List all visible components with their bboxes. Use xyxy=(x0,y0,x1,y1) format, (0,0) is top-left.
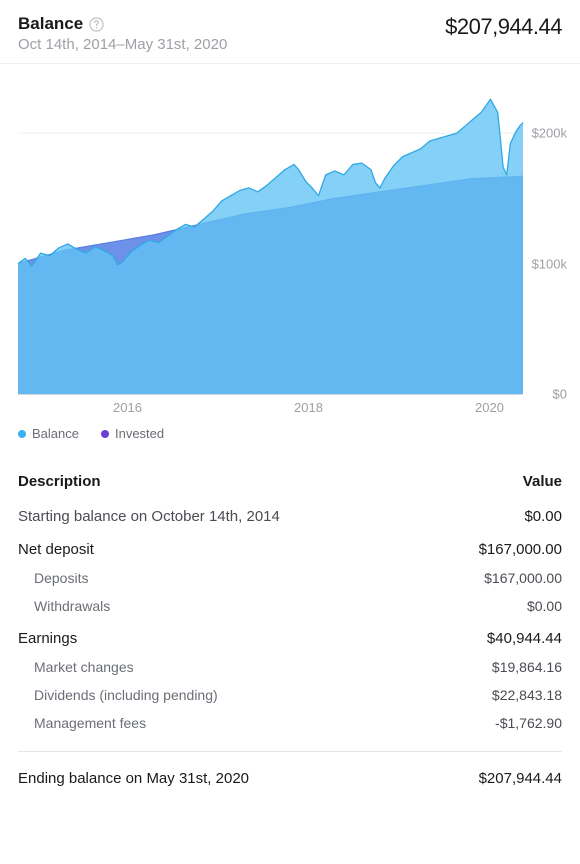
chart-canvas: $0 $100k $200k 2016 2018 2020 xyxy=(18,94,567,418)
legend-label-balance: Balance xyxy=(32,426,79,441)
row-value: $22,843.18 xyxy=(492,687,562,703)
title-row: Balance xyxy=(18,14,227,34)
row-label: Ending balance on May 31st, 2020 xyxy=(18,770,249,787)
x-tick-label: 2016 xyxy=(113,400,142,415)
row-label: Starting balance on October 14th, 2014 xyxy=(18,508,280,525)
row-net-deposit: Net deposit $167,000.00 xyxy=(18,531,562,564)
balance-amount: $207,944.44 xyxy=(445,14,562,40)
row-market-changes: Market changes $19,864.16 xyxy=(18,653,562,681)
row-earnings: Earnings $40,944.44 xyxy=(18,620,562,653)
panel-header: Balance Oct 14th, 2014–May 31st, 2020 $2… xyxy=(0,0,580,64)
col-description: Description xyxy=(18,473,101,490)
row-label: Dividends (including pending) xyxy=(34,687,218,703)
row-starting-balance: Starting balance on October 14th, 2014 $… xyxy=(18,502,562,531)
chart-svg xyxy=(18,94,567,418)
breakdown-table: Description Value Starting balance on Oc… xyxy=(0,463,580,787)
row-label: Deposits xyxy=(34,570,88,586)
x-tick-label: 2020 xyxy=(475,400,504,415)
row-value: $0.00 xyxy=(527,598,562,614)
y-tick-label: $100k xyxy=(532,256,567,271)
row-dividends: Dividends (including pending) $22,843.18 xyxy=(18,681,562,709)
row-management-fees: Management fees -$1,762.90 xyxy=(18,709,562,737)
row-label: Withdrawals xyxy=(34,598,110,614)
row-value: $167,000.00 xyxy=(479,541,562,558)
row-label: Management fees xyxy=(34,715,146,731)
row-value: $207,944.44 xyxy=(479,770,562,787)
row-withdrawals: Withdrawals $0.00 xyxy=(18,592,562,620)
header-left: Balance Oct 14th, 2014–May 31st, 2020 xyxy=(18,14,227,53)
date-range: Oct 14th, 2014–May 31st, 2020 xyxy=(18,36,227,53)
legend-item-invested: Invested xyxy=(101,426,164,441)
y-tick-label: $200k xyxy=(532,126,567,141)
row-deposits: Deposits $167,000.00 xyxy=(18,564,562,592)
row-value: $19,864.16 xyxy=(492,659,562,675)
row-value: $0.00 xyxy=(524,508,562,525)
row-value: $40,944.44 xyxy=(487,630,562,647)
row-ending-balance: Ending balance on May 31st, 2020 $207,94… xyxy=(18,752,562,787)
balance-panel: Balance Oct 14th, 2014–May 31st, 2020 $2… xyxy=(0,0,580,864)
x-tick-label: 2018 xyxy=(294,400,323,415)
row-label: Earnings xyxy=(18,630,77,647)
row-value: $167,000.00 xyxy=(484,570,562,586)
balance-chart[interactable]: $0 $100k $200k 2016 2018 2020 xyxy=(0,64,580,418)
legend-dot-balance xyxy=(18,430,26,438)
y-tick-label: $0 xyxy=(553,387,567,402)
table-header: Description Value xyxy=(18,463,562,502)
chart-legend: Balance Invested xyxy=(0,418,580,463)
legend-dot-invested xyxy=(101,430,109,438)
row-label: Market changes xyxy=(34,659,134,675)
legend-label-invested: Invested xyxy=(115,426,164,441)
row-value: -$1,762.90 xyxy=(495,715,562,731)
legend-item-balance: Balance xyxy=(18,426,79,441)
help-icon[interactable] xyxy=(89,17,104,32)
panel-title: Balance xyxy=(18,14,83,34)
col-value: Value xyxy=(523,473,562,490)
row-label: Net deposit xyxy=(18,541,94,558)
